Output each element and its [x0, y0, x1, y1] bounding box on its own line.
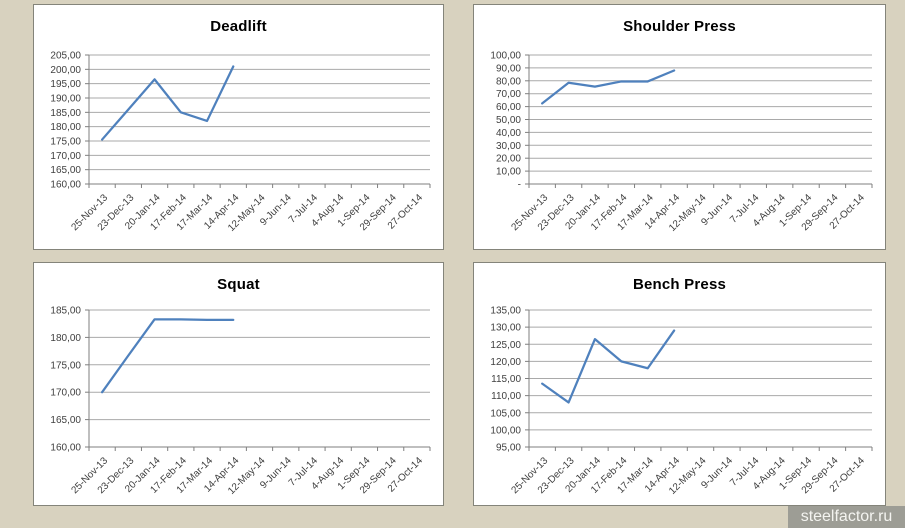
y-axis-tick-label: 130,00 [490, 323, 521, 334]
chart-panel-shoulder-press[interactable]: 100,00 90,00 80,00 70,00 60,00 50,00 40,00 30,0… [473, 4, 886, 250]
y-axis-tick-label: 205,00 [50, 51, 81, 62]
y-axis-tick-label: 60,00 [496, 102, 521, 113]
chart-title-deadlift: Deadlift [210, 18, 267, 35]
y-axis-tick-label: 165,00 [50, 415, 81, 426]
chart-panel-deadlift[interactable]: 205,00 200,00 195,00 190,00 185,00 180,00 175,… [33, 4, 444, 250]
y-axis-tick-label: 175,00 [50, 137, 81, 148]
series-line-shoulder-press [541, 69, 676, 105]
y-axis-tick-label: 20,00 [496, 154, 521, 165]
chart-panel-squat[interactable]: 185,00 180,00 175,00 170,00 165,00 160,00 25-N… [33, 262, 444, 506]
y-axis-tick-label: - [518, 180, 521, 191]
chart-canvas-bench-press: 135,00 130,00 125,00 120,00 115,00 110,00 105,… [490, 306, 873, 497]
y-axis-tick-label: 200,00 [50, 65, 81, 76]
y-axis-tick-label: 120,00 [490, 357, 521, 368]
chart-title-shoulder-press: Shoulder Press [623, 18, 736, 35]
chart-canvas-squat: 185,00180,00175,00170,00165,00160,0025-N… [50, 306, 431, 497]
series-line-bench-press [541, 329, 676, 404]
y-axis-tick-label: 115,00 [491, 374, 521, 385]
y-axis-tick-label: 125,00 [490, 340, 521, 351]
y-axis-tick-label: 170,00 [50, 151, 81, 162]
series-line-deadlift [100, 65, 235, 141]
chart-title-bench-press: Bench Press [632, 276, 727, 293]
y-axis-tick-label: 80,00 [496, 76, 521, 87]
y-axis-tick-label: 90,00 [496, 63, 521, 74]
chart-canvas-deadlift: 205,00 200,00 195,00 190,00 185,00 180,00 175,… [50, 51, 431, 234]
y-axis-tick-label: 50,00 [496, 115, 521, 126]
chart-title-squat: Squat [217, 276, 260, 293]
y-axis-tick-label: 185,00 [50, 108, 81, 119]
y-axis-tick-label: 175,00 [50, 360, 81, 371]
y-axis-tick-label: 180,00 [50, 122, 81, 133]
y-axis-tick-label: 160,00 [50, 443, 81, 454]
y-axis-tick-label: 70,00 [496, 89, 521, 100]
y-axis-tick-label: 30,00 [496, 141, 521, 152]
y-axis-tick-label: 185,00 [50, 306, 81, 317]
y-axis-tick-label: 180,00 [50, 333, 81, 344]
chart-panel-bench-press[interactable]: 135,00 130,00 125,00 120,00 115,00 110,00 105,… [473, 262, 886, 506]
watermark-text: steelfactor.ru [800, 508, 893, 525]
y-axis-tick-label: 170,00 [50, 388, 81, 399]
y-axis-tick-label: 10,00 [496, 167, 521, 178]
watermark-bar: steelfactor.ru [788, 506, 905, 528]
series-line-squat [100, 318, 235, 394]
y-axis-tick-label: 160,00 [50, 180, 81, 191]
y-axis-tick-label: 165,00 [50, 165, 81, 176]
y-axis-tick-label: 110,00 [491, 391, 521, 402]
y-axis-tick-label: 105,00 [490, 408, 521, 419]
y-axis-tick-label: 195,00 [50, 79, 81, 90]
y-axis-tick-label: 190,00 [50, 94, 81, 105]
y-axis-tick-label: 100,00 [490, 425, 521, 436]
y-axis-tick-label: 135,00 [490, 306, 521, 317]
y-axis-tick-label: 40,00 [496, 128, 521, 139]
y-axis-tick-label: 95,00 [496, 443, 521, 454]
y-axis-tick-label: 100,00 [490, 51, 521, 62]
